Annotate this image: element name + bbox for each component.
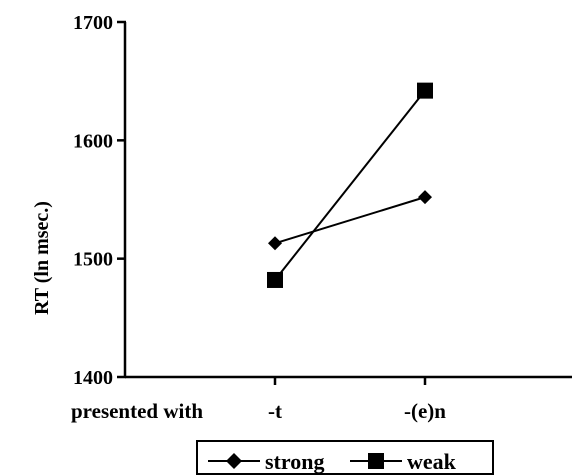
legend: strong weak <box>196 440 494 475</box>
x-ticks: -t -(e)n <box>268 376 446 423</box>
x-axis-lead-label: presented with <box>71 399 203 423</box>
point-strong <box>268 236 282 251</box>
series-line-strong <box>274 196 426 245</box>
point-strong <box>418 190 432 205</box>
y-tick-label: 1500 <box>73 249 113 271</box>
point-weak <box>267 271 283 288</box>
y-tick-label: 1600 <box>73 130 113 152</box>
y-ticks: 1400 1500 1600 1700 <box>73 12 126 389</box>
legend-box <box>196 440 494 475</box>
legend-marker-strong <box>226 453 242 469</box>
series-layer <box>267 82 433 288</box>
point-weak <box>417 82 433 99</box>
y-axis-title: RT (ln msec.) <box>31 201 53 315</box>
legend-marker-weak <box>368 453 384 469</box>
x-tick-label: -t <box>268 399 282 423</box>
x-tick-label: -(e)n <box>404 399 446 423</box>
series-line-weak <box>274 90 426 281</box>
legend-label-strong: strong <box>265 449 325 474</box>
y-tick-label: 1400 <box>73 367 113 389</box>
y-tick-label: 1700 <box>73 12 113 34</box>
legend-label-weak: weak <box>407 449 457 474</box>
